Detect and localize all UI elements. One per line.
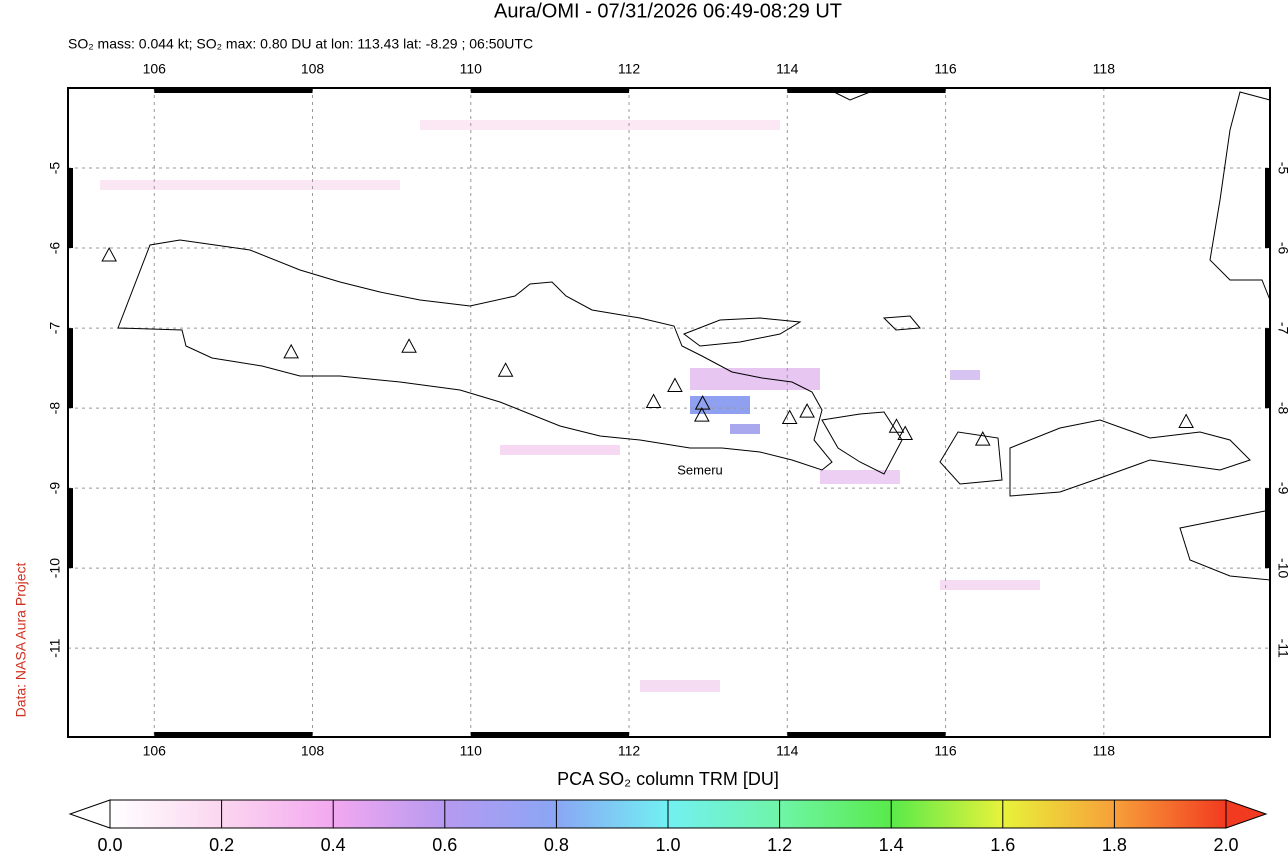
coastline xyxy=(833,91,871,101)
x-tick-label: 110 xyxy=(460,61,483,77)
coastline xyxy=(682,317,802,347)
colorbar-tick-label: 0.4 xyxy=(321,835,346,855)
volcano xyxy=(401,338,417,353)
colorbar-tick-label: 1.8 xyxy=(1102,835,1127,855)
x-tick-label: 114 xyxy=(776,61,799,77)
volcano xyxy=(974,431,991,446)
volcano xyxy=(497,362,514,377)
x-tick-label: 118 xyxy=(1093,61,1116,77)
x-tick-label: 108 xyxy=(301,61,325,77)
x-tick-label: 116 xyxy=(934,61,957,77)
y-tick-label: -5 xyxy=(1275,162,1288,175)
so2-pixel xyxy=(690,396,750,414)
y-tick-label: -10 xyxy=(1275,558,1288,578)
volcano xyxy=(283,343,299,359)
y-tick-label: -11 xyxy=(1275,639,1288,658)
volcano xyxy=(781,409,798,425)
credit: Data: NASA Aura Project xyxy=(13,562,29,717)
colorbar-tick-label: 1.6 xyxy=(990,835,1015,855)
x-tick-label: 106 xyxy=(143,61,167,77)
chart-title: Aura/OMI - 07/31/2026 06:49-08:29 UT xyxy=(494,0,842,22)
x-tick-label: 112 xyxy=(618,61,641,77)
y-tick-label: -6 xyxy=(47,242,63,255)
y-tick-label: -8 xyxy=(47,402,63,415)
colorbar-arrow-high xyxy=(1225,799,1268,829)
y-tick-label: -9 xyxy=(47,482,63,495)
y-tick-label: -9 xyxy=(1275,482,1288,495)
coastline xyxy=(939,431,1003,485)
coastline xyxy=(821,411,903,475)
colorbar-arrow-low xyxy=(68,799,111,829)
so2-pixel xyxy=(820,470,900,484)
volcano xyxy=(667,377,683,392)
grid xyxy=(68,88,1270,737)
map-frame xyxy=(67,87,1271,738)
annotation: Semeru xyxy=(677,462,723,477)
y-tick-label: -7 xyxy=(1275,322,1288,335)
colorbar-tick-label: 2.0 xyxy=(1213,835,1238,855)
colorbar-tick-label: 0.2 xyxy=(209,835,234,855)
volcano xyxy=(799,403,815,418)
y-tick-label: -8 xyxy=(1275,402,1288,415)
x-tick-label: 110 xyxy=(460,743,483,759)
y-tick-label: -11 xyxy=(47,638,63,657)
x-tick-label: 118 xyxy=(1093,743,1116,759)
colorbar-label: PCA SO₂ column TRM [DU] xyxy=(557,769,779,789)
x-tick-label: 108 xyxy=(301,743,325,759)
volcano xyxy=(645,393,662,408)
x-tick-label: 116 xyxy=(934,743,957,759)
volcano xyxy=(101,246,117,262)
y-tick-label: -7 xyxy=(47,322,63,335)
x-tick-label: 114 xyxy=(776,743,799,759)
y-tick-label: -5 xyxy=(47,162,63,175)
so2-pixel xyxy=(500,445,620,455)
volcano xyxy=(888,418,905,433)
so2-pixel xyxy=(950,370,980,380)
colorbar-tick-label: 1.4 xyxy=(879,835,904,855)
coastlines xyxy=(117,91,1271,581)
frame-border xyxy=(67,87,1271,738)
y-tick-label: -10 xyxy=(47,558,63,578)
so2-pixel xyxy=(730,424,760,434)
x-tick-label: 106 xyxy=(143,743,167,759)
so2-pixel xyxy=(940,580,1040,590)
subtitle: SO₂ mass: 0.044 kt; SO₂ max: 0.80 DU at … xyxy=(68,36,533,52)
coastline xyxy=(882,315,921,331)
so2-pixel xyxy=(640,680,720,692)
colorbar-tick-label: 0.6 xyxy=(432,835,457,855)
map-area xyxy=(68,88,1270,737)
coastline xyxy=(117,239,833,471)
volcano-markers xyxy=(101,246,1194,446)
so2-pixel xyxy=(100,180,400,190)
coastline xyxy=(1009,419,1251,497)
colorbar-tick-label: 0.8 xyxy=(544,835,569,855)
volcano xyxy=(897,425,914,441)
so2-pixel xyxy=(420,120,780,130)
volcano xyxy=(694,407,710,422)
coastline xyxy=(1209,91,1271,301)
colorbar-tick-label: 1.0 xyxy=(655,835,680,855)
x-tick-label: 112 xyxy=(618,743,641,759)
colorbar-tick-label: 0.0 xyxy=(97,835,122,855)
colorbar-tick-label: 1.2 xyxy=(767,835,792,855)
y-tick-label: -6 xyxy=(1275,242,1288,255)
volcano xyxy=(1178,413,1194,429)
